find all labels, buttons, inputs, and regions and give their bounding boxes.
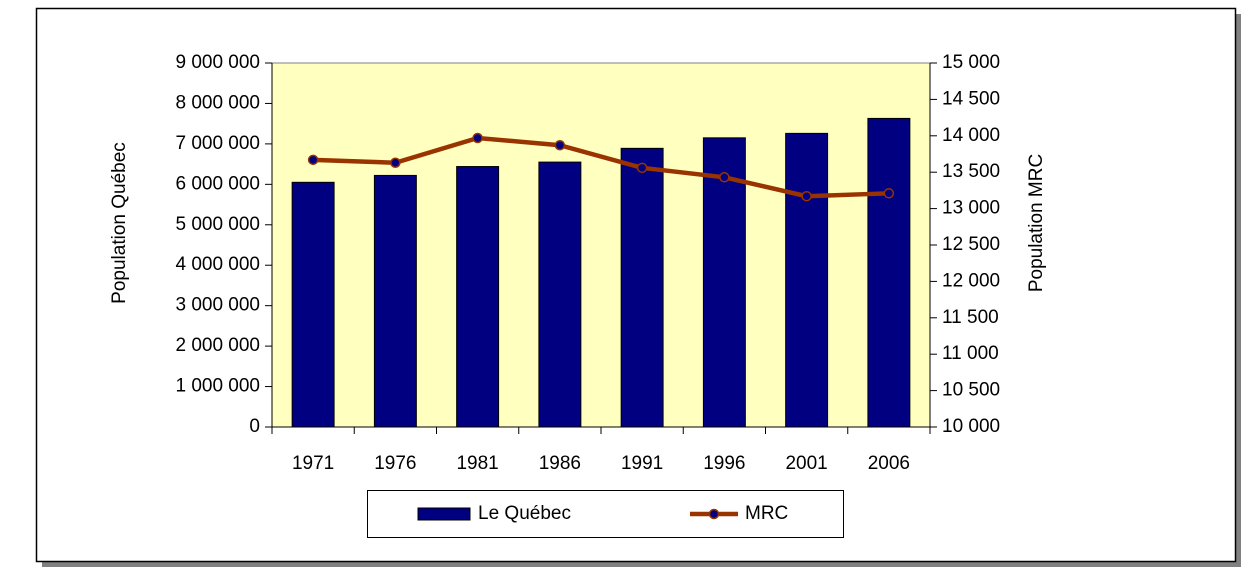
line-marker [719, 172, 730, 183]
bar [702, 137, 746, 428]
bar [785, 132, 829, 428]
line-marker [636, 162, 648, 174]
y-tick-label: 6 000 000 [175, 173, 260, 194]
y2-tick-label: 12 500 [942, 234, 1000, 255]
legend-swatch [417, 507, 471, 521]
y2-tick-label: 14 500 [942, 88, 1000, 109]
line-marker [554, 140, 566, 151]
y-tick-label: 0 [249, 416, 260, 437]
y2-tick-label: 11 500 [942, 307, 999, 328]
x-tick-label: 1971 [292, 453, 334, 474]
legend-label: Le Québec [478, 503, 571, 524]
line-marker [801, 190, 812, 202]
bar [620, 147, 664, 428]
line-marker [390, 157, 401, 168]
x-tick-label: 2006 [868, 453, 910, 474]
y-tick-label: 5 000 000 [175, 214, 260, 235]
line-marker [307, 154, 319, 166]
bar [538, 161, 582, 428]
legend-label: MRC [745, 503, 788, 524]
bar [291, 181, 335, 428]
x-tick-label: 1976 [374, 453, 416, 474]
y-tick-label: 7 000 000 [175, 133, 260, 154]
x-tick-label: 2001 [785, 453, 827, 474]
y2-axis-title: Population MRC [1026, 154, 1047, 292]
y-tick-label: 3 000 000 [175, 295, 260, 316]
x-tick-label: 1996 [703, 453, 745, 474]
y2-tick-label: 12 000 [942, 270, 1000, 291]
y2-tick-label: 14 000 [942, 125, 1000, 146]
x-tick-label: 1991 [621, 453, 663, 474]
y2-tick-label: 10 500 [942, 380, 1000, 401]
line-marker [472, 132, 483, 144]
y2-tick-label: 11 000 [942, 343, 999, 364]
y2-tick-label: 15 000 [942, 52, 1000, 73]
y-tick-label: 8 000 000 [175, 92, 260, 113]
legend-marker [708, 508, 720, 520]
bar [456, 166, 500, 428]
x-tick-label: 1986 [539, 453, 581, 474]
line [313, 135, 889, 199]
plot-area [271, 62, 931, 428]
y2-tick-label: 13 500 [942, 161, 1000, 182]
y-axis-title: Population Québec [109, 142, 130, 304]
y-tick-label: 9 000 000 [175, 52, 260, 73]
y-tick-label: 4 000 000 [175, 254, 260, 275]
bar [867, 117, 911, 428]
y2-tick-label: 10 000 [942, 416, 1000, 437]
y-tick-label: 1 000 000 [175, 376, 260, 397]
y2-tick-label: 13 000 [942, 198, 1000, 219]
bar [373, 174, 417, 428]
x-tick-label: 1981 [456, 453, 498, 474]
line-marker [883, 188, 895, 199]
y-tick-label: 2 000 000 [175, 335, 260, 356]
